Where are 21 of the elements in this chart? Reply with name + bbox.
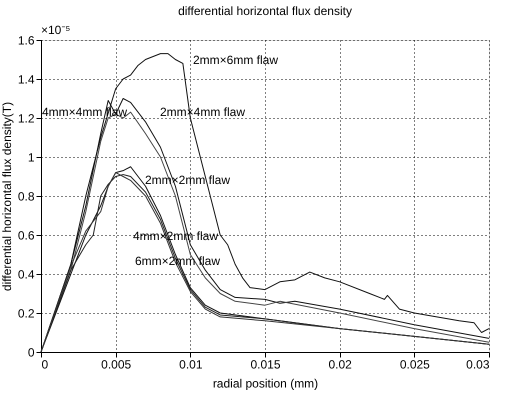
y-tick-label: 1.2 xyxy=(18,112,35,126)
y-tick-label: 0.8 xyxy=(18,190,35,204)
x-tick-label: 0 xyxy=(42,358,48,372)
y-tick-label: 0.6 xyxy=(18,228,35,242)
y-tick-label: 0 xyxy=(28,346,35,360)
x-tick-label: 0.01 xyxy=(179,358,203,372)
x-tick-label: 0.03 xyxy=(466,358,490,372)
text: ×10⁻⁵ xyxy=(41,23,70,37)
x-tick-label: 0.005 xyxy=(101,358,132,372)
y-tick-label: 0.4 xyxy=(18,268,35,282)
y-tick-label: 1.6 xyxy=(18,34,35,48)
x-axis-title: radial position (mm) xyxy=(212,376,318,390)
x-tick-label: 0.015 xyxy=(250,358,281,372)
annotation: 2mm×6mm flaw xyxy=(193,53,278,67)
chart-title: differential horizontal flux density xyxy=(178,4,352,18)
y-tick-label: 1.4 xyxy=(18,72,35,86)
x-tick-label: 0.025 xyxy=(400,358,430,372)
x-tick-label: 0.02 xyxy=(328,358,352,372)
y-tick-label: 1 xyxy=(28,150,35,164)
y-tick-label: 0.2 xyxy=(18,306,35,320)
y-axis-title: differential horizontal flux density(T) xyxy=(0,102,14,292)
